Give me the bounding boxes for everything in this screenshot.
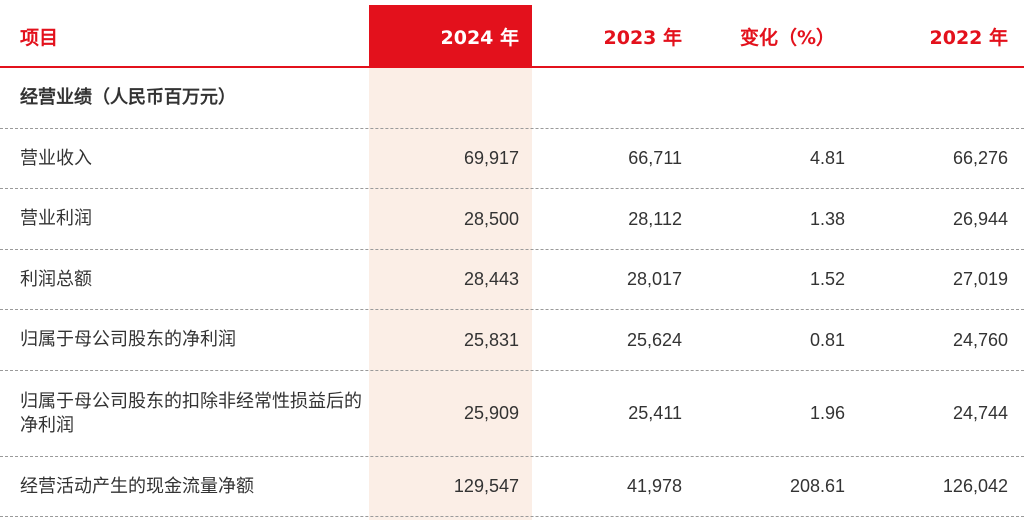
value-2024: 129,547 [453, 476, 519, 496]
value-2024: 28,443 [463, 269, 519, 289]
header-change: 变化（%） [739, 26, 835, 49]
row-divider [0, 249, 1024, 250]
row-divider [0, 128, 1024, 129]
value-2022: 26,944 [952, 208, 1008, 229]
value-2022: 126,042 [942, 476, 1008, 496]
value-2024: 25,831 [463, 329, 519, 350]
value-2024: 69,917 [463, 148, 519, 168]
value-change: 1.38 [809, 208, 845, 229]
value-change: 208.61 [789, 476, 845, 496]
value-2023: 25,624 [626, 329, 682, 350]
header-year-2023: 2023 年 [603, 26, 683, 49]
value-2022: 27,019 [952, 269, 1008, 289]
row-label: 营业收入 [20, 147, 92, 169]
header-divider [0, 66, 1024, 68]
value-change: 1.52 [809, 269, 845, 289]
value-2022: 66,276 [952, 148, 1008, 168]
row-label: 经营活动产生的现金流量净额 [20, 475, 254, 497]
row-divider [0, 516, 1024, 517]
row-label: 归属于母公司股东的净利润 [20, 329, 236, 350]
value-2023: 25,411 [628, 403, 682, 423]
value-change: 4.81 [809, 148, 845, 168]
row-divider [0, 370, 1024, 371]
row-label: 营业利润 [20, 208, 92, 229]
value-change: 0.81 [809, 329, 845, 350]
header-highlight-2024 [369, 5, 532, 67]
value-2022: 24,744 [952, 403, 1008, 423]
value-2023: 28,112 [628, 208, 682, 229]
value-2022: 24,760 [952, 329, 1008, 350]
highlight-column-2024 [369, 67, 532, 520]
value-2023: 41,978 [626, 476, 682, 496]
value-change: 1.96 [809, 403, 845, 423]
row-divider [0, 456, 1024, 457]
header-year-2024: 2024 年 [440, 26, 520, 49]
row-divider [0, 188, 1024, 189]
row-label: 利润总额 [20, 268, 92, 290]
value-2023: 66,711 [628, 148, 682, 168]
value-2024: 25,909 [463, 403, 519, 423]
header-item: 项目 [20, 26, 59, 49]
row-label: 归属于母公司股东的扣除非经常性损益后的净利润 [20, 390, 362, 436]
row-divider [0, 309, 1024, 310]
header-year-2022: 2022 年 [929, 26, 1009, 49]
value-2023: 28,017 [626, 269, 682, 289]
value-2024: 28,500 [463, 208, 519, 229]
section-title: 经营业绩（人民币百万元） [20, 87, 236, 108]
